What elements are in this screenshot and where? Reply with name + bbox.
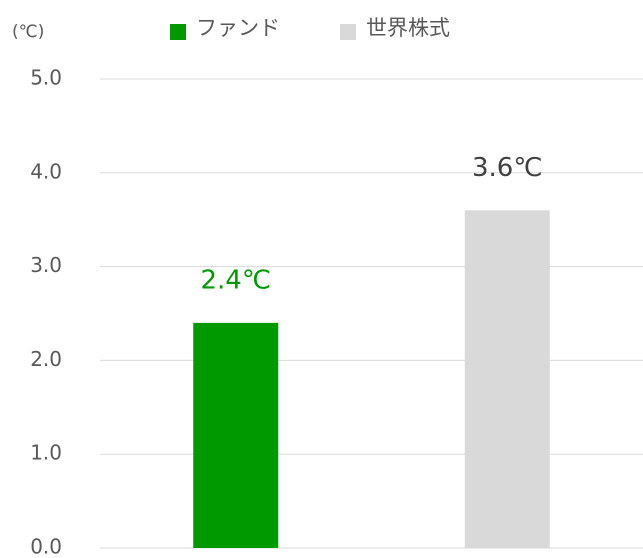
value-label: 3.6℃ xyxy=(472,153,543,183)
bar xyxy=(464,210,550,548)
legend-label: ファンド xyxy=(196,16,280,40)
legend-swatch xyxy=(170,24,186,40)
value-label: 2.4℃ xyxy=(200,265,271,295)
y-tick-label: 4.0 xyxy=(30,159,62,183)
y-tick-label: 2.0 xyxy=(30,347,62,371)
legend-label: 世界株式 xyxy=(366,16,450,40)
y-tick-label: 1.0 xyxy=(30,441,62,465)
y-axis-label: (℃) xyxy=(12,22,44,42)
y-tick-label: 3.0 xyxy=(30,253,62,277)
y-tick-label: 0.0 xyxy=(30,535,62,558)
y-tick-label: 5.0 xyxy=(30,66,62,90)
legend-swatch xyxy=(340,24,356,40)
bar xyxy=(193,322,279,548)
